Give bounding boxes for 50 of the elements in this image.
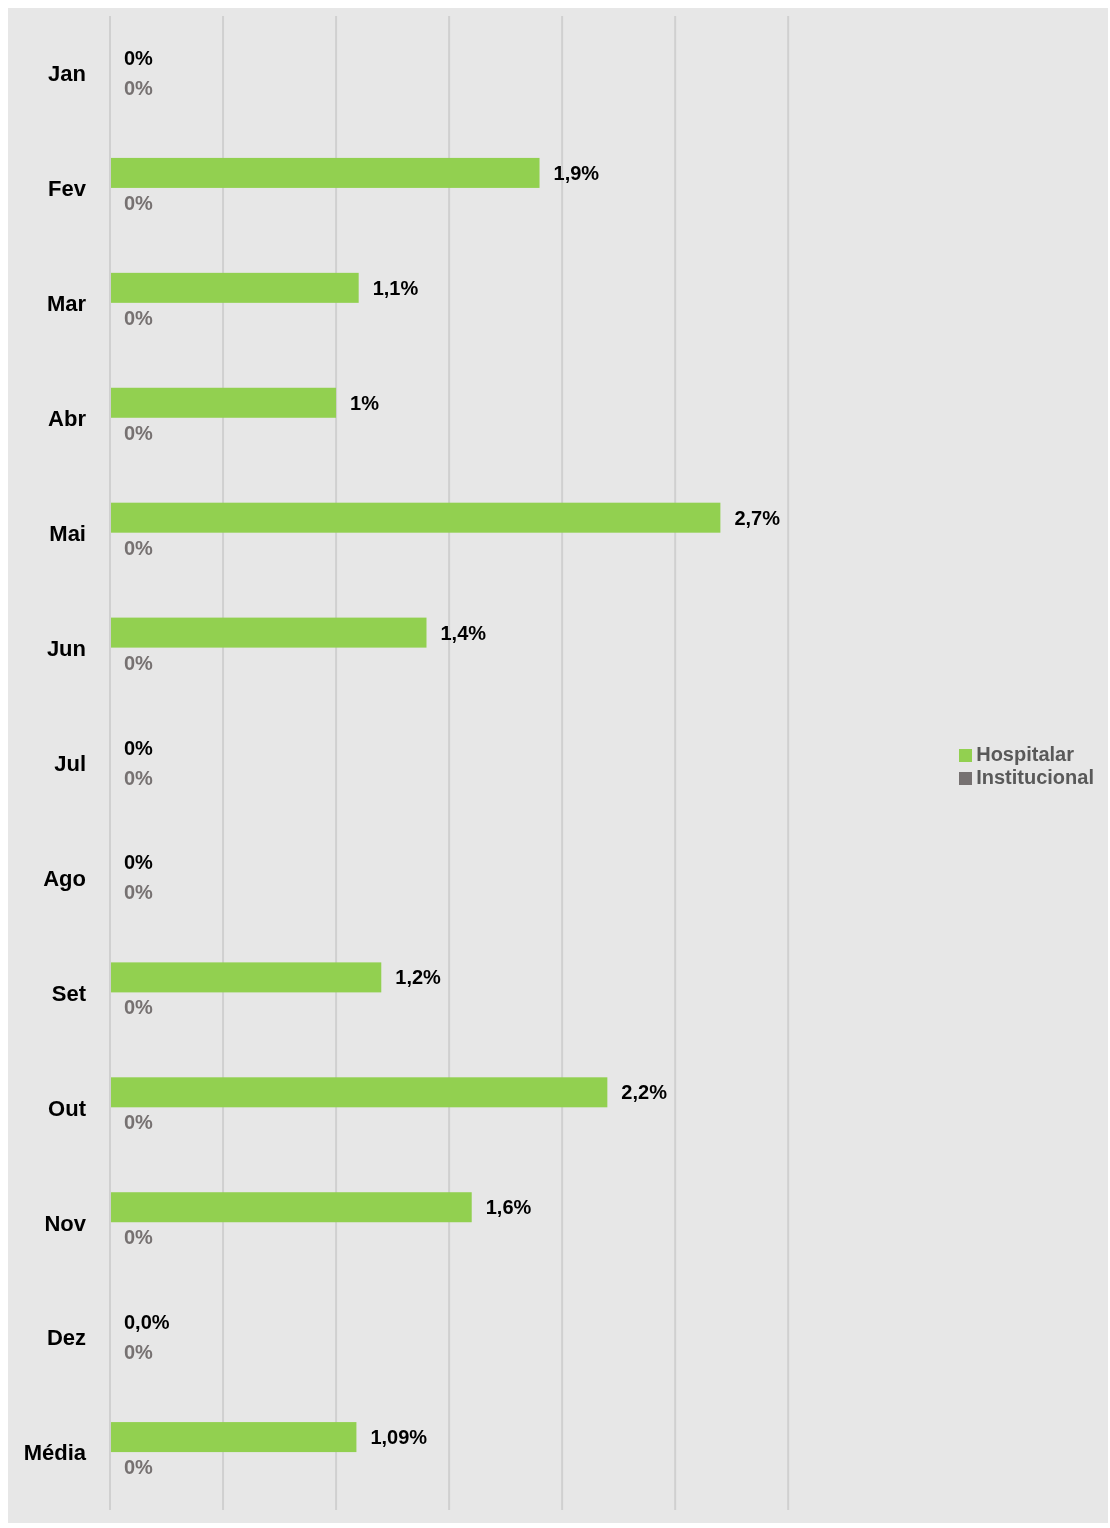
bar [110, 962, 382, 993]
data-label: 0,0% [124, 1311, 170, 1334]
bar [110, 387, 337, 418]
data-label: 0% [124, 651, 154, 674]
data-label: 0% [124, 881, 154, 904]
y-tick-label: Abr [48, 406, 87, 432]
data-label: 0% [124, 1226, 154, 1249]
y-tick-label: Fev [48, 176, 87, 202]
bar [110, 617, 427, 648]
y-tick-label: Jan [48, 61, 86, 87]
y-tick-label: Set [51, 980, 87, 1006]
data-label: 0% [124, 996, 154, 1019]
data-label: 1,1% [372, 276, 419, 299]
y-tick-label: Mar [46, 291, 87, 317]
y-tick-label: Mai [49, 520, 86, 546]
legend-label: Institucional [976, 765, 1094, 788]
data-label: 0% [124, 47, 154, 69]
y-tick-label: Ago [43, 865, 86, 891]
bar [110, 1422, 357, 1453]
data-label: 1,2% [395, 966, 442, 989]
data-label: 1,4% [440, 621, 487, 644]
data-label: 0% [124, 191, 154, 214]
y-tick-label: Dez [46, 1325, 86, 1351]
data-label: 2,7% [734, 506, 781, 529]
data-label: 0% [124, 736, 154, 759]
y-tick-label: Média [23, 1440, 87, 1466]
y-tick-label: Jul [54, 750, 86, 776]
y-tick-label: Out [48, 1095, 87, 1121]
data-label: 0% [124, 1456, 154, 1479]
data-label: 0% [124, 1111, 154, 1134]
data-label: 1,9% [553, 161, 600, 184]
data-label: 0% [124, 766, 154, 789]
data-label: 0% [124, 306, 154, 329]
bar [110, 157, 540, 188]
bar [110, 1077, 608, 1108]
bar [110, 1192, 472, 1223]
data-label: 0% [124, 421, 154, 444]
data-label: 0% [124, 536, 154, 559]
bar [110, 272, 359, 303]
y-tick-label: Jun [46, 635, 86, 661]
data-label: 0% [124, 77, 154, 99]
y-tick-label: Nov [44, 1210, 87, 1236]
data-label: 2,2% [621, 1081, 668, 1104]
data-label: 0% [124, 1341, 154, 1364]
bar [110, 502, 721, 533]
data-label: 1% [350, 391, 380, 414]
data-label: 1,6% [485, 1196, 532, 1219]
data-label: 1,09% [370, 1426, 428, 1449]
legend-label: Hospitalar [976, 742, 1075, 765]
data-label: 0% [124, 851, 154, 874]
